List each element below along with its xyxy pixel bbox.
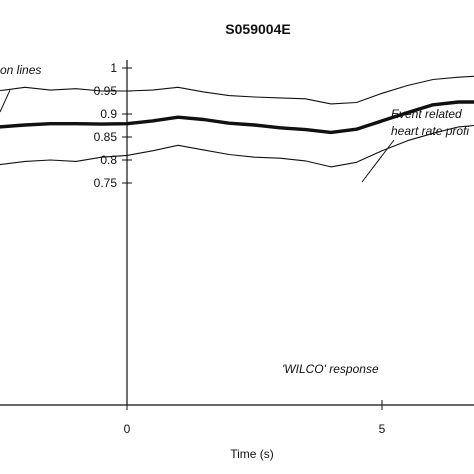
y-tick-label: 1: [110, 61, 117, 75]
series-line-lower: [0, 124, 474, 168]
annotation-profile-line1: Event related: [391, 107, 462, 121]
x-tick-label: 0: [124, 422, 131, 436]
annotation-confidence: on lines: [0, 63, 41, 77]
y-tick-label: 0.85: [94, 130, 118, 144]
annotation-profile-line2: heart rate profi: [391, 124, 469, 138]
y-tick-label: 0.8: [100, 153, 117, 167]
profile-pointer: [361, 139, 395, 183]
series-line-mean: [0, 100, 474, 135]
x-axis-label: Time (s): [230, 447, 274, 461]
y-tick-label: 0.9: [100, 107, 117, 121]
x-tick-label: 5: [379, 422, 386, 436]
series-line-upper: [0, 75, 474, 105]
y-tick-label: 0.75: [94, 176, 118, 190]
chart-title: S059004E: [225, 21, 290, 37]
confidence-pointer: [0, 89, 11, 113]
series-group: [0, 75, 474, 168]
annotation-response: 'WILCO' response: [282, 362, 379, 376]
